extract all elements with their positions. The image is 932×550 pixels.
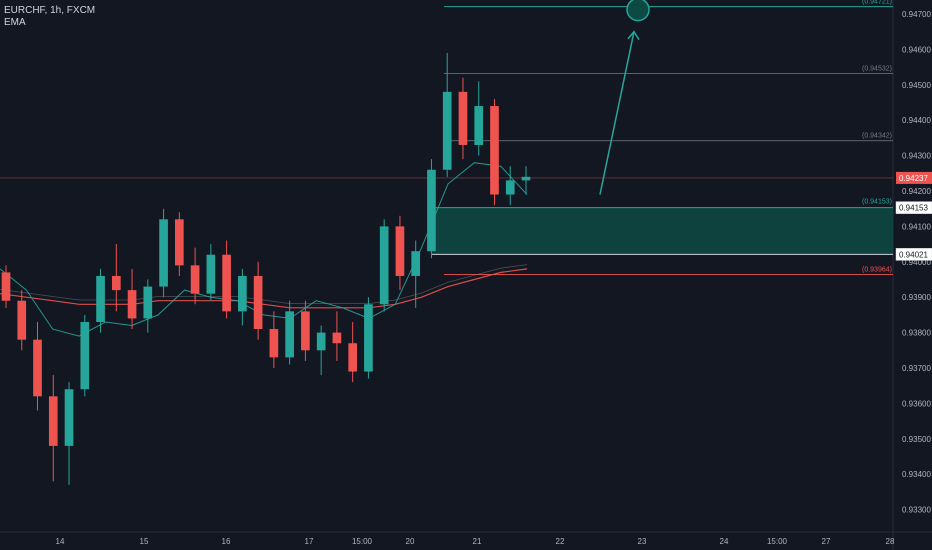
- candle-body: [238, 275, 247, 312]
- y-tick-label: 0.94500: [902, 81, 931, 90]
- x-tick-label: 27: [822, 537, 831, 546]
- x-tick-label: 14: [56, 537, 65, 546]
- x-tick-label: 15: [140, 537, 149, 546]
- candle-body: [490, 106, 499, 195]
- candle-body: [442, 91, 452, 170]
- y-tick-label: 0.94400: [902, 116, 931, 125]
- y-tick-label: 0.94300: [902, 152, 931, 161]
- symbol-title: EURCHF, 1h, FXCM: [4, 5, 96, 16]
- x-tick-label: 20: [406, 537, 415, 546]
- x-tick-label: 23: [638, 537, 647, 546]
- candle-body: [17, 300, 27, 340]
- target-level-label: (0.94721): [862, 0, 892, 6]
- candle-body: [348, 343, 357, 372]
- candle-body: [411, 251, 421, 276]
- ema-mid-line: [0, 264, 528, 304]
- candle-body: [111, 275, 121, 291]
- zone-top-tag-bg: [895, 201, 932, 214]
- arrow-head: [627, 30, 640, 41]
- candle-body: [206, 254, 216, 294]
- y-tick-label: 0.93400: [902, 470, 931, 479]
- candle-body: [222, 254, 231, 312]
- x-tick-label: 22: [556, 537, 565, 546]
- candle-body: [127, 290, 137, 319]
- y-tick-label: 0.93300: [902, 506, 931, 515]
- candle-body: [64, 389, 74, 446]
- demand-zone: [431, 207, 893, 255]
- last-price-tag-bg: [896, 171, 932, 184]
- x-tick-label: 28: [886, 537, 895, 546]
- candle-body: [96, 275, 105, 322]
- candle-body: [316, 332, 326, 351]
- y-tick-label: 0.93600: [902, 399, 931, 408]
- candle-body: [427, 169, 436, 252]
- candle-body: [458, 91, 468, 145]
- candle-body: [395, 226, 405, 276]
- x-tick-label: 15:00: [767, 537, 788, 546]
- zone-bottom-tag-bg: [895, 248, 932, 261]
- candle-body: [505, 180, 515, 195]
- candle-body: [379, 226, 389, 305]
- y-tick-label: 0.93700: [902, 364, 931, 373]
- target-circle: [626, 0, 650, 22]
- level-label: (0.93964): [862, 267, 892, 274]
- candle-body: [364, 304, 373, 372]
- x-tick-label: 16: [222, 537, 231, 546]
- zone-top-tag: 0.94153: [899, 204, 928, 213]
- level-label: (0.94342): [862, 133, 892, 140]
- zone-bottom-tag: 0.94021: [899, 250, 928, 259]
- x-tick-label: 21: [473, 537, 482, 546]
- candle-body: [48, 396, 58, 446]
- candle-body: [33, 339, 42, 397]
- candle-body: [269, 329, 279, 358]
- y-tick-label: 0.93900: [902, 293, 931, 302]
- y-tick-label: 0.94700: [902, 10, 931, 19]
- candle-body: [521, 176, 531, 181]
- candle-body: [474, 106, 484, 145]
- chart-header: EURCHF, 1h, FXCM EMA: [4, 5, 95, 29]
- candle-body: [159, 219, 168, 287]
- candle-body: [285, 311, 294, 358]
- y-tick-label: 0.94200: [902, 187, 931, 196]
- last-price-tag: 0.94237: [899, 174, 928, 183]
- y-tick-label: 0.93800: [902, 329, 931, 338]
- zone-top-label: (0.94153): [862, 199, 892, 206]
- y-tick-label: 0.94000: [902, 258, 931, 267]
- candle-body: [143, 286, 153, 319]
- projection-arrow: [599, 31, 635, 195]
- candle-body: [190, 265, 200, 294]
- candle-body: [175, 219, 184, 266]
- candle-body: [301, 311, 310, 351]
- x-tick-label: 17: [305, 537, 314, 546]
- indicator-label: EMA: [4, 17, 26, 28]
- candle-body: [253, 275, 263, 330]
- candle-body: [1, 272, 11, 301]
- ema-slow-line: [0, 268, 528, 309]
- y-tick-label: 0.94600: [902, 45, 931, 54]
- y-tick-label: 0.94100: [902, 222, 931, 231]
- candle-body: [80, 321, 90, 390]
- y-tick-label: 0.93500: [902, 435, 931, 444]
- level-label: (0.94532): [862, 65, 892, 72]
- x-tick-label: 15:00: [352, 537, 373, 546]
- x-tick-label: 24: [720, 537, 729, 546]
- candle-body: [332, 332, 342, 344]
